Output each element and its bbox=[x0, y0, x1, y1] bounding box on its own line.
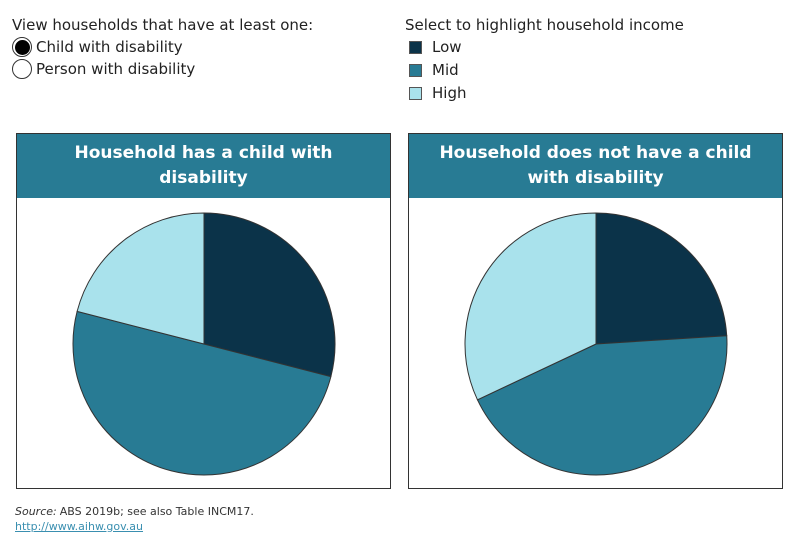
legend-title: Select to highlight household income bbox=[405, 16, 684, 34]
radio-child-with-disability[interactable]: Child with disability bbox=[12, 37, 183, 57]
pie-slice-high[interactable] bbox=[464, 212, 597, 401]
pie-chart-with-child bbox=[72, 212, 336, 476]
chart-title: Household does not have a child with dis… bbox=[409, 134, 782, 198]
pie-slice-low[interactable] bbox=[203, 212, 336, 378]
radio-selected-icon bbox=[12, 37, 32, 57]
source-label: Source: bbox=[15, 505, 57, 518]
aihw-link[interactable]: http://www.aihw.gov.au bbox=[15, 520, 144, 533]
legend-item-low[interactable]: Low bbox=[409, 38, 462, 56]
source-note: Source: ABS 2019b; see also Table INCM17. bbox=[15, 505, 254, 518]
legend-swatch-low bbox=[409, 40, 422, 54]
radio-unselected-icon bbox=[12, 59, 32, 79]
legend-label: High bbox=[432, 84, 467, 102]
pie-slice-high[interactable] bbox=[76, 212, 205, 345]
pie-slice-mid[interactable] bbox=[72, 310, 332, 476]
legend-item-mid[interactable]: Mid bbox=[409, 61, 459, 79]
chart-panel-without-child: Household does not have a child with dis… bbox=[408, 133, 783, 489]
pie-slice-low[interactable] bbox=[595, 212, 728, 345]
radio-label: Person with disability bbox=[36, 60, 196, 78]
legend-swatch-high bbox=[409, 86, 422, 100]
chart-title: Household has a child with disability bbox=[17, 134, 390, 198]
legend-label: Mid bbox=[432, 61, 459, 79]
legend-label: Low bbox=[432, 38, 462, 56]
radio-label: Child with disability bbox=[36, 38, 183, 56]
legend-item-high[interactable]: High bbox=[409, 84, 466, 102]
radio-person-with-disability[interactable]: Person with disability bbox=[12, 59, 195, 79]
pie-chart-without-child bbox=[464, 212, 728, 476]
source-text: ABS 2019b; see also Table INCM17. bbox=[59, 505, 254, 518]
filter-title: View households that have at least one: bbox=[12, 16, 314, 34]
chart-panel-with-child: Household has a child with disability bbox=[16, 133, 391, 489]
legend-swatch-mid bbox=[409, 63, 422, 77]
